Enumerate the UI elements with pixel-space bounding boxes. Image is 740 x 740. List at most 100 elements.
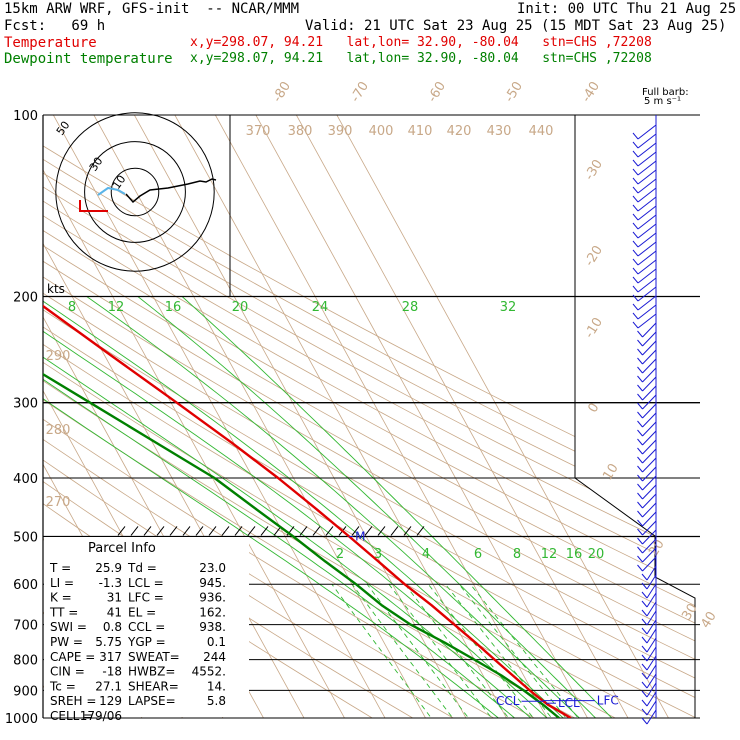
wind-barb-flag xyxy=(637,330,643,338)
wind-barb-staff xyxy=(646,628,657,644)
isotherm-line xyxy=(321,115,676,718)
wind-barb-staff xyxy=(642,493,657,509)
valid-time: Valid: 21 UTC Sat 23 Aug 25 (15 MDT Sat … xyxy=(305,18,727,34)
wind-barb-flag xyxy=(637,438,643,446)
wind-barb-flag xyxy=(641,591,648,599)
dry-adiabat xyxy=(43,115,695,718)
parcel-info-cell: 0.1 xyxy=(207,635,226,649)
parcel-info-cell: 317 xyxy=(99,650,122,664)
parcel-info-cell: CCL = xyxy=(128,620,165,634)
parcel-info-cell: K = xyxy=(50,591,72,605)
init-time: Init: 00 UTC Thu 21 Aug 25 xyxy=(517,1,737,17)
pressure-tick-label: 1000 xyxy=(5,712,38,727)
level-hatch xyxy=(247,526,256,536)
parcel-info-cell: T = xyxy=(49,561,71,575)
wind-barb-staff xyxy=(646,655,657,671)
parcel-info-cell: LCL = xyxy=(128,576,164,590)
mixing-ratio-label: 20 xyxy=(232,300,249,315)
parcel-info-cell: Tc = xyxy=(49,679,76,693)
wind-barb-flag xyxy=(632,186,639,194)
parcel-info-cell: 179/06 xyxy=(80,709,122,723)
mixing-ratio-line xyxy=(427,583,544,718)
parcel-info-cell: 23.0 xyxy=(199,561,226,575)
wind-barb-staff xyxy=(642,430,657,446)
isotherm-label: 30 xyxy=(679,601,700,623)
theta-label: 370 xyxy=(246,124,271,139)
wind-barb-staff xyxy=(646,610,657,626)
wind-barb-flag xyxy=(637,384,643,392)
mixing-ratio-line xyxy=(469,583,589,718)
wind-barb-staff xyxy=(637,286,657,302)
wind-barb-flag xyxy=(632,258,639,266)
isotherm-label: 10 xyxy=(600,461,621,483)
pressure-tick-label: 300 xyxy=(13,397,38,412)
wind-barb-staff xyxy=(642,421,657,437)
wind-barb-flag xyxy=(641,618,648,626)
wind-barb-flag xyxy=(632,177,639,185)
wind-barb-staff xyxy=(637,187,657,203)
wind-barb-flag xyxy=(637,546,643,554)
wind-barb-flag xyxy=(637,555,643,563)
isotherm-label: -30 xyxy=(582,157,606,183)
isotherm-line xyxy=(118,115,474,718)
wind-barb-staff xyxy=(642,520,657,536)
parcel-info-cell: CIN = xyxy=(50,665,85,679)
parcel-info-cell: 936. xyxy=(199,591,226,605)
wind-barb-flag xyxy=(641,636,648,644)
wind-barb-staff xyxy=(637,169,657,185)
parcel-info-cell: -1.3 xyxy=(99,576,122,590)
wind-barb-staff xyxy=(642,385,657,401)
wind-barb-flag xyxy=(632,276,639,284)
parcel-info-cell: 31 xyxy=(107,591,122,605)
mixing-ratio-label: 6 xyxy=(474,547,482,562)
level-hatch xyxy=(130,526,139,536)
parcel-info-cell: 27.1 xyxy=(95,679,122,693)
wind-barb-staff xyxy=(642,412,657,428)
hodograph-trace-low xyxy=(79,200,108,212)
wind-barb-flag xyxy=(637,456,643,464)
isotherm-line xyxy=(43,115,312,718)
isotherm-line xyxy=(280,115,636,718)
mixing-ratio-label: 8 xyxy=(68,300,76,315)
wind-barb-flag xyxy=(632,303,639,311)
hodograph-ring xyxy=(110,167,160,217)
level-hatch xyxy=(364,526,373,536)
mixing-ratio-label: 4 xyxy=(422,547,430,562)
wind-barb-staff xyxy=(637,214,657,230)
wind-barb-flag xyxy=(632,267,639,275)
wind-barbs xyxy=(632,115,657,725)
pressure-tick-label: 900 xyxy=(13,684,38,699)
dry-adiabat xyxy=(43,115,695,718)
wind-barb-staff xyxy=(642,349,657,365)
pressure-tick-label: 500 xyxy=(13,530,38,545)
pressure-tick-label: 700 xyxy=(13,619,38,634)
dry-adiabat xyxy=(43,115,695,718)
wind-barb-staff xyxy=(642,529,657,545)
dry-adiabat xyxy=(43,115,558,718)
isotherm-label: 40 xyxy=(698,609,719,631)
wind-barb-flag xyxy=(637,447,643,455)
wind-barb-flag xyxy=(637,357,643,365)
hodograph-ring xyxy=(84,141,186,243)
parcel-info-cell: LAPSE= xyxy=(128,694,176,708)
parcel-info-cell: 14. xyxy=(207,679,226,693)
level-hatch xyxy=(390,526,399,536)
parcel-info-cell: 25.9 xyxy=(95,561,122,575)
parcel-info-cell: 162. xyxy=(199,605,226,619)
wind-barb-flag xyxy=(637,339,643,347)
theta-label: 390 xyxy=(328,124,353,139)
level-hatch xyxy=(312,526,321,536)
wind-barb-staff xyxy=(646,691,657,707)
dewpoint-line xyxy=(43,115,560,718)
isotherm-label: -80 xyxy=(270,79,294,105)
level-hatch xyxy=(156,526,165,536)
level-hatch xyxy=(325,526,334,536)
wind-barb-flag xyxy=(637,510,643,518)
temperature-legend-label: Temperature xyxy=(4,35,97,51)
parcel-info-cell: 41 xyxy=(107,605,122,619)
wind-barb-staff xyxy=(637,277,657,293)
isotherm-label: -60 xyxy=(425,79,449,105)
wind-barb-staff xyxy=(642,466,657,482)
wind-barb-staff xyxy=(646,637,657,653)
wind-barb-staff xyxy=(642,538,657,554)
